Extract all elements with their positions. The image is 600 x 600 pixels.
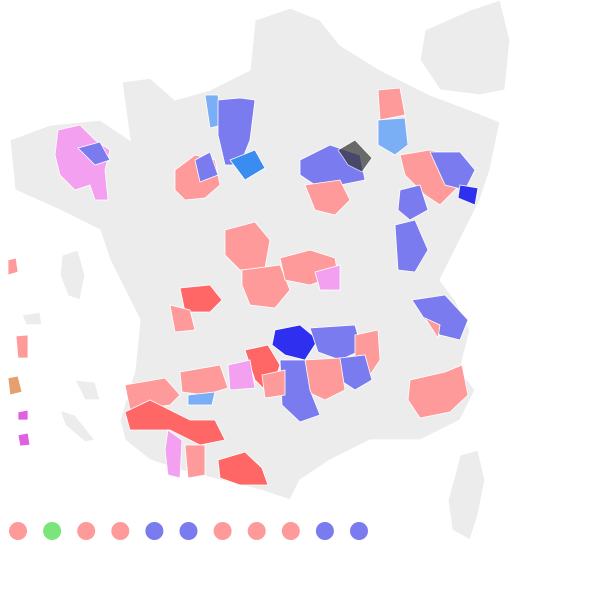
region: [394, 219, 429, 273]
region: [377, 117, 409, 156]
corsica: [447, 449, 486, 541]
region: [457, 184, 479, 206]
region: [241, 264, 291, 309]
island-4: [21, 311, 43, 326]
region: [217, 97, 256, 166]
legend-dot: [315, 522, 334, 540]
legend-dot: [43, 522, 62, 540]
region: [429, 151, 476, 191]
legend-dot: [281, 522, 300, 540]
region: [169, 304, 196, 333]
region: [7, 257, 19, 276]
regions: [7, 87, 479, 486]
legend-dot: [179, 522, 198, 540]
region: [17, 432, 31, 447]
region: [377, 87, 406, 121]
region: [124, 399, 226, 446]
legend-dot: [111, 522, 130, 540]
region: [124, 377, 181, 411]
region: [179, 364, 229, 396]
legend-dot: [9, 522, 27, 540]
island-3: [73, 379, 101, 401]
island-2: [59, 409, 97, 443]
region: [184, 444, 206, 479]
region: [423, 317, 441, 340]
region: [17, 409, 29, 421]
legend-dot: [247, 522, 266, 540]
region: [279, 359, 321, 423]
region: [194, 151, 219, 183]
region: [229, 149, 266, 181]
legend-dot: [213, 522, 232, 540]
region: [217, 451, 269, 486]
region: [179, 284, 223, 313]
region: [164, 429, 183, 479]
legend: [9, 522, 368, 540]
region: [15, 334, 29, 359]
region: [261, 369, 286, 399]
region: [407, 364, 469, 419]
region: [337, 139, 373, 173]
region: [227, 359, 256, 391]
region: [77, 141, 111, 166]
legend-dot: [145, 522, 164, 540]
region: [309, 324, 363, 361]
region: [304, 179, 351, 216]
region: [411, 294, 469, 341]
legend-dot: [77, 522, 96, 540]
region: [7, 375, 23, 396]
region: [314, 264, 341, 291]
north-east-area: [419, 0, 511, 96]
region: [397, 184, 429, 221]
legend-dot: [350, 522, 368, 540]
region: [187, 391, 216, 406]
island-1: [59, 249, 86, 301]
